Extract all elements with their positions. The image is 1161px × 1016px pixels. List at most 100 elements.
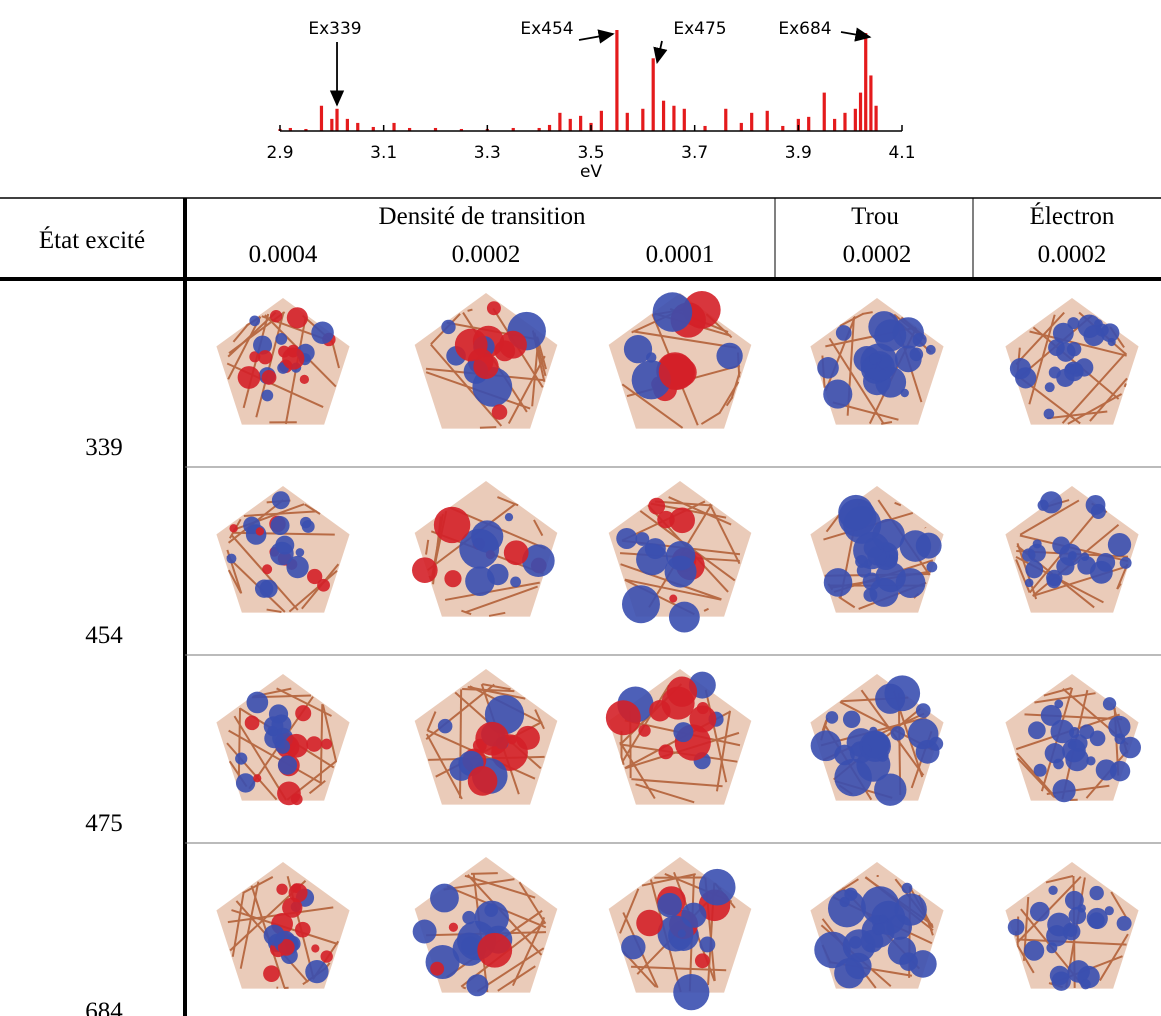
isosurface-image: [414, 293, 558, 429]
lobe: [929, 736, 944, 751]
bar: [843, 112, 847, 131]
lobe: [430, 883, 459, 913]
lobe: [305, 959, 329, 984]
lobe: [1069, 727, 1080, 738]
lobe: [810, 730, 842, 762]
row-label: 339: [85, 434, 123, 461]
bond: [425, 539, 430, 555]
header: État excité: [39, 226, 145, 254]
bar: [765, 110, 769, 131]
bond: [632, 330, 737, 349]
bond: [288, 570, 338, 613]
bond: [700, 411, 721, 425]
lobe: [1089, 730, 1106, 747]
bar: [330, 118, 334, 131]
bond: [641, 873, 696, 887]
lobe: [665, 541, 696, 571]
bond: [507, 355, 546, 424]
lobe: [1114, 733, 1126, 745]
lobe: [1033, 763, 1047, 777]
lobe: [915, 703, 931, 718]
x-tick-label: 2.9: [266, 143, 293, 163]
bond: [730, 371, 741, 399]
bond: [631, 778, 723, 788]
lobe: [669, 507, 695, 534]
bar: [672, 105, 676, 131]
isosurface-image: [411, 481, 558, 617]
lobe: [486, 301, 501, 316]
lobe: [694, 953, 710, 969]
lobe: [277, 938, 295, 956]
lobe: [1050, 719, 1075, 744]
lobe: [503, 540, 529, 566]
annotation: Ex684: [778, 19, 831, 39]
lobe: [873, 923, 886, 935]
lobe: [649, 699, 671, 722]
lobe: [235, 752, 248, 765]
lobe: [261, 370, 277, 385]
lobe: [282, 897, 303, 918]
lobe: [1052, 322, 1074, 344]
bar: [869, 75, 873, 131]
x-tick-label: 3.9: [785, 143, 812, 163]
lobe: [1044, 382, 1055, 393]
bar: [459, 128, 464, 131]
bond: [226, 742, 278, 801]
bond: [1110, 891, 1127, 918]
bond: [237, 708, 242, 779]
bar: [822, 92, 826, 131]
bond: [331, 340, 340, 369]
bond: [426, 711, 437, 732]
lobe: [275, 739, 291, 754]
lobe: [1015, 367, 1037, 389]
lobe: [895, 568, 926, 598]
lobe: [838, 494, 874, 531]
lobe: [1090, 503, 1106, 519]
lobe: [473, 353, 499, 380]
bar: [288, 127, 292, 131]
lobe: [814, 931, 851, 969]
bond: [825, 513, 841, 533]
bar: [371, 126, 375, 131]
annotation: Ex475: [673, 19, 726, 39]
bond: [1015, 311, 1065, 365]
lobe: [823, 568, 853, 597]
lobe: [263, 924, 285, 946]
lobe: [1067, 740, 1077, 750]
lobe: [668, 601, 700, 633]
lobe: [270, 515, 290, 536]
lobe: [229, 524, 238, 533]
bond: [321, 704, 338, 762]
header: Densité de transition: [379, 203, 586, 230]
lobe: [487, 563, 509, 586]
bond: [533, 519, 544, 537]
bond: [1116, 583, 1122, 590]
lobe: [321, 738, 333, 750]
lobe: [1037, 499, 1049, 511]
lobe: [448, 922, 459, 932]
bond: [708, 503, 741, 565]
lobe: [1049, 965, 1070, 986]
bond: [1028, 314, 1056, 405]
lobe: [894, 893, 927, 926]
lobe: [275, 333, 288, 345]
bar: [335, 108, 339, 131]
lobe: [636, 543, 669, 576]
bond: [621, 383, 684, 429]
lobe: [307, 568, 323, 585]
table: État excité Densité de transition Trou É…: [0, 197, 1161, 1016]
lobe: [411, 557, 438, 583]
lobe: [909, 950, 937, 978]
header: Trou: [851, 203, 899, 230]
bond: [1061, 352, 1127, 424]
lobe: [636, 909, 663, 937]
lobe: [657, 892, 682, 918]
bar: [615, 30, 619, 131]
lobe: [869, 577, 899, 607]
bond: [462, 687, 515, 693]
bond: [1016, 752, 1057, 799]
annotation-arrow: [578, 29, 615, 44]
lobe: [243, 516, 261, 534]
lobe: [454, 328, 488, 362]
lobe: [249, 315, 261, 327]
